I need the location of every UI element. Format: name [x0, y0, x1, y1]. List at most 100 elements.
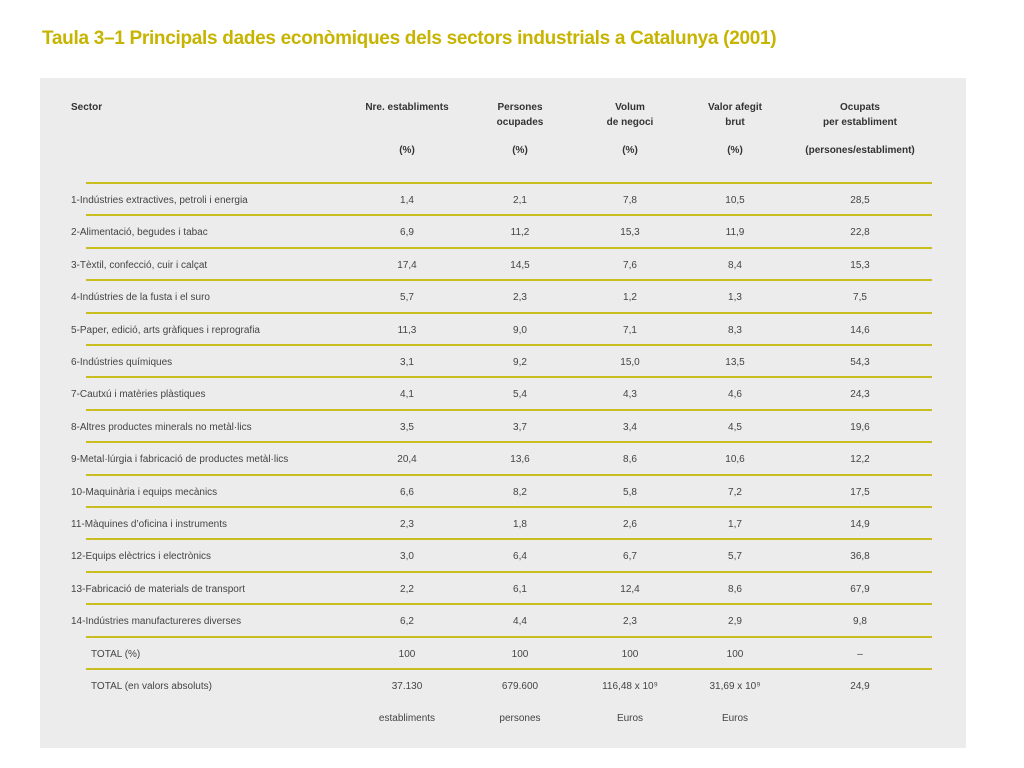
header-valor-line2: brut [725, 117, 745, 128]
cell-sector: 5-Paper, edició, arts gràfiques i reprog… [71, 324, 260, 336]
cell-establiments: 3,0 [400, 551, 414, 563]
cell-valor: 5,7 [728, 551, 742, 563]
cell-total-abs-negoci: 116,48 x 10⁹ [602, 681, 658, 692]
cell-ocupats: 14,9 [850, 519, 870, 530]
row-divider [86, 344, 932, 346]
row-divider [86, 182, 932, 184]
row-divider [86, 279, 932, 282]
cell-sector: 6-Indústries químiques [71, 357, 173, 368]
cell-persones: 8,2 [513, 486, 527, 498]
cell-valor: 4,5 [728, 421, 742, 433]
cell-persones: 9,2 [513, 357, 527, 368]
row-divider [86, 441, 932, 444]
cell-establiments: 2,3 [400, 519, 414, 530]
header-persones-line2: ocupades [496, 117, 544, 128]
cell-establiments: 20,4 [397, 454, 417, 466]
cell-total-pct-valor: 100 [726, 648, 744, 660]
cell-ocupats: 9,8 [853, 616, 867, 628]
cell-negoci: 2,3 [623, 616, 637, 628]
cell-valor: 13,5 [725, 357, 745, 368]
cell-total-abs-label: TOTAL (en valors absoluts) [91, 681, 212, 692]
cell-establiments: 3,1 [400, 357, 414, 368]
cell-ocupats: 28,5 [850, 195, 870, 206]
header-persones: Persones ocupades (%) [480, 100, 560, 160]
cell-total-abs-valor-unit: Euros [721, 713, 749, 724]
cell-sector: 10-Maquinària i equips mecànics [71, 486, 218, 498]
cell-establiments: 6,2 [400, 616, 414, 628]
cell-establiments: 11,3 [397, 324, 417, 336]
cell-sector: 7-Cautxú i matèries plàstiques [71, 389, 206, 401]
row-divider [86, 635, 932, 638]
cell-negoci: 4,3 [623, 389, 637, 401]
cell-sector: 8-Altres productes minerals no metàl·lic… [71, 421, 252, 433]
cell-establiments: 17,4 [397, 259, 417, 271]
cell-total-abs-establiments-unit: establiments [378, 713, 436, 724]
header-persones-line1: Persones [497, 102, 543, 113]
row-divider [86, 473, 932, 476]
header-negoci-line2: de negoci [606, 117, 654, 128]
cell-sector: 9-Metal·lúrgia i fabricació de productes… [71, 454, 289, 466]
cell-ocupats: 19,6 [850, 421, 870, 433]
cell-total-pct-negoci: 100 [621, 648, 639, 660]
cell-valor: 8,3 [728, 324, 742, 336]
cell-valor: 10,5 [725, 195, 745, 206]
header-ocupats-line1: Ocupats [839, 102, 880, 113]
cell-valor: 2,9 [728, 616, 742, 628]
cell-ocupats: 12,2 [850, 454, 870, 466]
row-divider [86, 538, 932, 541]
header-establiments-unit: (%) [399, 145, 415, 156]
header-sector: Sector [71, 100, 191, 115]
cell-ocupats: 15,3 [850, 259, 870, 271]
cell-total-abs-persones: 679.600 [501, 681, 539, 692]
cell-ocupats: 36,8 [850, 551, 870, 563]
cell-negoci: 15,3 [620, 227, 640, 239]
cell-valor: 8,6 [728, 583, 742, 595]
cell-persones: 5,4 [513, 389, 527, 401]
row-divider [86, 668, 932, 670]
cell-sector: 1-Indústries extractives, petroli i ener… [71, 195, 248, 206]
header-establiments-label: Nre. establiments [365, 102, 449, 113]
cell-ocupats: 54,3 [850, 357, 870, 368]
cell-valor: 10,6 [725, 454, 745, 466]
row-divider [86, 214, 932, 217]
header-valor-unit: (%) [727, 145, 743, 156]
row-divider [86, 408, 932, 411]
row-divider [86, 570, 932, 573]
cell-establiments: 3,5 [400, 421, 414, 433]
cell-ocupats: 14,6 [850, 324, 870, 336]
cell-total-pct-label: TOTAL (%) [91, 648, 141, 660]
header-ocupats: Ocupats per establiment (persones/establ… [785, 100, 935, 160]
cell-persones: 14,5 [510, 259, 530, 271]
header-valor-line1: Valor afegit [708, 102, 762, 113]
cell-negoci: 7,1 [623, 324, 637, 336]
header-negoci-line1: Volum [615, 102, 645, 113]
row-divider [86, 603, 932, 606]
cell-valor: 1,7 [728, 519, 742, 530]
header-negoci-unit: (%) [622, 145, 638, 156]
cell-persones: 6,1 [513, 583, 527, 595]
cell-persones: 6,4 [513, 551, 527, 563]
cell-total-abs-negoci-unit: Euros [616, 713, 644, 724]
header-ocupats-line2: per establiment [823, 117, 897, 128]
cell-establiments: 6,6 [400, 486, 414, 498]
cell-establiments: 4,1 [400, 389, 414, 401]
cell-negoci: 3,4 [623, 421, 637, 433]
cell-establiments: 2,2 [400, 583, 414, 595]
cell-total-pct-persones: 100 [511, 648, 529, 660]
cell-sector: 13-Fabricació de materials de transport [71, 583, 245, 595]
cell-persones: 2,1 [513, 195, 527, 206]
row-divider [86, 246, 932, 249]
cell-sector: 3-Tèxtil, confecció, cuir i calçat [71, 259, 208, 271]
cell-persones: 1,8 [513, 519, 527, 530]
cell-persones: 2,3 [513, 292, 527, 304]
header-ocupats-unit: (persones/establiment) [805, 145, 915, 156]
cell-valor: 1,3 [728, 292, 742, 304]
cell-persones: 9,0 [513, 324, 527, 336]
cell-total-abs-persones-unit: persones [499, 713, 541, 724]
cell-ocupats: 17,5 [850, 486, 870, 498]
row-divider [86, 376, 932, 379]
cell-valor: 7,2 [728, 486, 742, 498]
cell-sector: 12-Equips elèctrics i electrònics [71, 551, 212, 563]
cell-valor: 8,4 [728, 259, 742, 271]
cell-negoci: 6,7 [623, 551, 637, 563]
